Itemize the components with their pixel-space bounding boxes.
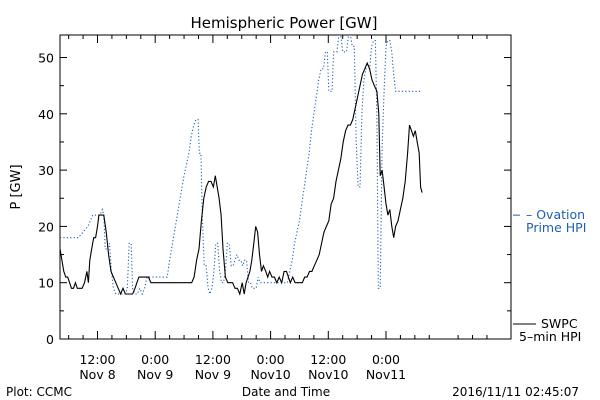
y-axis-label: P [GW] bbox=[9, 164, 24, 209]
series-line-5-min-hpi bbox=[60, 35, 423, 296]
x-tick-label-time: 0:00 bbox=[257, 352, 285, 367]
x-tick-label-time: 0:00 bbox=[141, 352, 169, 367]
x-tick-label-date: Nov11 bbox=[366, 367, 406, 382]
chart-title: Hemispheric Power [GW] bbox=[191, 14, 378, 32]
x-tick-label-date: Nov 9 bbox=[195, 367, 231, 382]
y-tick-label: 50 bbox=[38, 51, 54, 66]
y-tick-label: 0 bbox=[46, 332, 54, 347]
legend-swpc-label: SWPC bbox=[541, 316, 578, 331]
y-tick-label: 40 bbox=[38, 107, 54, 122]
x-tick-label-date: Nov 8 bbox=[79, 367, 115, 382]
footer-plot-credit: Plot: CCMC bbox=[6, 385, 72, 399]
y-tick-label: 20 bbox=[38, 219, 54, 234]
x-tick-label-time: 0:00 bbox=[372, 352, 400, 367]
x-axis-label: Date and Time bbox=[242, 385, 330, 399]
x-tick-label-time: 12:00 bbox=[79, 352, 115, 367]
y-tick-label: 30 bbox=[38, 163, 54, 178]
x-tick-label-date: Nov10 bbox=[250, 367, 290, 382]
series-line-swpc bbox=[60, 61, 423, 296]
y-tick-label: 10 bbox=[38, 276, 54, 291]
y-axis-ticks: 0 10 20 30 40 50 bbox=[38, 51, 511, 347]
x-tick-label-date: Nov 9 bbox=[137, 367, 173, 382]
plot-frame bbox=[59, 34, 512, 340]
legend-hpi-label: 5–min HPI bbox=[519, 329, 581, 344]
ovation-label-line2: Prime HPI bbox=[526, 220, 586, 235]
x-tick-label-time: 12:00 bbox=[195, 352, 231, 367]
ovation-label-line1: – Ovation bbox=[526, 207, 585, 222]
x-tick-label-date: Nov10 bbox=[308, 367, 348, 382]
x-tick-label-time: 12:00 bbox=[310, 352, 346, 367]
footer-timestamp: 2016/11/11 02:45:07 bbox=[452, 385, 579, 399]
